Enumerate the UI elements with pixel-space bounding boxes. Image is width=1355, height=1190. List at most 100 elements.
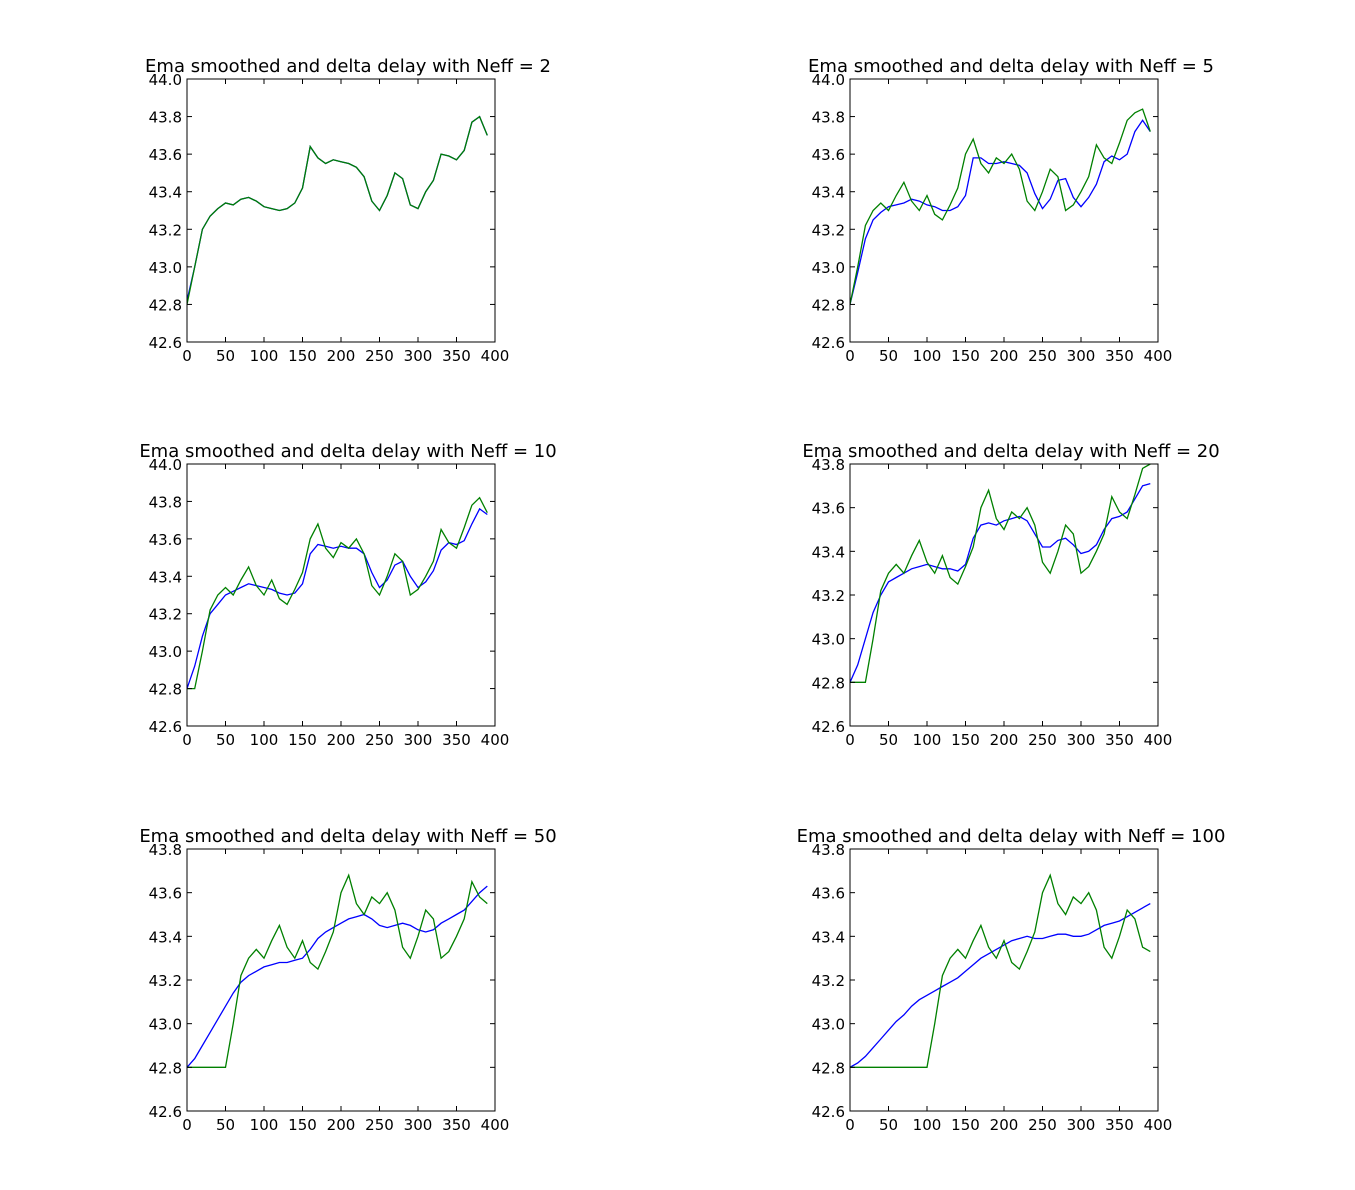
y-tick-label: 43.6 [812,885,845,903]
subplot-3: Ema smoothed and delta delay with Neff =… [802,441,1219,749]
x-tick-label: 100 [250,1116,279,1134]
y-tick-label: 44.0 [149,71,182,89]
y-tick-label: 43.6 [149,531,182,549]
axes-frame [849,848,1159,1112]
axes-frame [849,463,1159,727]
x-tick-label: 350 [1105,1116,1134,1134]
series-line-delayed [187,873,488,1068]
series-line-delayed [187,496,488,690]
y-tick-label: 43.8 [149,109,182,127]
x-tick-label: 0 [182,1116,192,1134]
y-tick-label: 42.8 [812,1059,845,1077]
y-tick-label: 42.6 [149,718,182,736]
subplot-2: Ema smoothed and delta delay with Neff =… [139,441,556,749]
x-tick-label: 0 [182,731,192,749]
y-tick-label: 43.0 [149,1016,182,1034]
subplot-title: Ema smoothed and delta delay with Neff =… [139,441,556,462]
y-tick-label: 43.4 [149,928,182,946]
y-tick-label: 43.4 [812,928,845,946]
x-tick-label: 150 [951,347,980,365]
x-tick-label: 100 [250,347,279,365]
subplot-5: Ema smoothed and delta delay with Neff =… [797,826,1226,1134]
x-tick-label: 50 [216,731,235,749]
subplot-4: Ema smoothed and delta delay with Neff =… [139,826,556,1134]
x-tick-label: 200 [327,347,356,365]
x-tick-label: 250 [1028,347,1057,365]
y-tick-label: 43.4 [149,568,182,586]
y-tick-label: 43.8 [812,456,845,474]
x-tick-label: 200 [327,1116,356,1134]
x-tick-label: 150 [288,731,317,749]
series-line-smoothed [850,119,1151,305]
x-tick-label: 300 [404,731,433,749]
x-tick-label: 150 [288,347,317,365]
x-tick-label: 300 [1067,347,1096,365]
subplot-1: Ema smoothed and delta delay with Neff =… [808,56,1214,365]
y-tick-label: 42.8 [812,674,845,692]
subplot-title: Ema smoothed and delta delay with Neff =… [808,56,1214,77]
series-line-smoothed [187,507,488,689]
y-tick-label: 43.0 [812,631,845,649]
y-tick-label: 43.4 [812,184,845,202]
x-tick-label: 0 [182,347,192,365]
x-tick-label: 200 [990,1116,1019,1134]
subplot-0: Ema smoothed and delta delay with Neff =… [145,56,551,365]
axes-frame [186,78,496,343]
y-tick-label: 42.6 [149,334,182,352]
x-tick-label: 350 [1105,347,1134,365]
x-tick-label: 300 [404,347,433,365]
x-tick-label: 250 [365,1116,394,1134]
x-tick-label: 250 [365,731,394,749]
y-tick-label: 42.8 [149,1059,182,1077]
y-tick-label: 43.8 [149,493,182,511]
x-tick-label: 300 [404,1116,433,1134]
y-tick-label: 43.6 [812,500,845,518]
x-tick-label: 0 [845,347,855,365]
x-tick-label: 250 [365,347,394,365]
x-tick-label: 100 [250,731,279,749]
x-tick-label: 100 [913,1116,942,1134]
y-tick-label: 42.6 [812,718,845,736]
y-tick-label: 42.8 [149,681,182,699]
x-tick-label: 250 [1028,731,1057,749]
y-tick-label: 43.0 [149,643,182,661]
x-tick-label: 50 [879,1116,898,1134]
x-tick-label: 400 [1144,1116,1173,1134]
x-tick-label: 350 [442,731,471,749]
x-tick-label: 300 [1067,1116,1096,1134]
x-tick-label: 400 [1144,347,1173,365]
y-tick-label: 43.0 [812,259,845,277]
y-tick-label: 43.6 [812,146,845,164]
y-tick-label: 43.0 [149,259,182,277]
x-tick-label: 50 [216,1116,235,1134]
x-tick-label: 200 [327,731,356,749]
series-line-smoothed [850,482,1151,683]
y-tick-label: 42.6 [149,1103,182,1121]
y-tick-label: 43.2 [812,221,845,239]
y-tick-label: 42.8 [812,296,845,314]
x-tick-label: 200 [990,731,1019,749]
x-tick-label: 400 [1144,731,1173,749]
y-tick-label: 43.2 [149,221,182,239]
series-line-delayed [850,464,1151,683]
y-tick-label: 43.2 [149,606,182,624]
x-tick-label: 50 [216,347,235,365]
y-tick-label: 42.8 [149,296,182,314]
y-tick-label: 44.0 [149,456,182,474]
series-line-delayed [850,873,1151,1068]
y-tick-label: 42.6 [812,334,845,352]
y-tick-label: 42.6 [812,1103,845,1121]
x-tick-label: 50 [879,731,898,749]
y-tick-label: 43.4 [149,184,182,202]
x-tick-label: 400 [481,347,510,365]
y-tick-label: 43.8 [812,841,845,859]
x-tick-label: 100 [913,731,942,749]
x-tick-label: 400 [481,731,510,749]
series-line-delayed [850,108,1151,305]
axes-frame [186,848,496,1112]
subplot-title: Ema smoothed and delta delay with Neff =… [139,826,556,847]
y-tick-label: 43.2 [812,587,845,605]
y-tick-label: 43.2 [149,972,182,990]
x-tick-label: 0 [845,731,855,749]
subplot-title: Ema smoothed and delta delay with Neff =… [145,56,551,77]
